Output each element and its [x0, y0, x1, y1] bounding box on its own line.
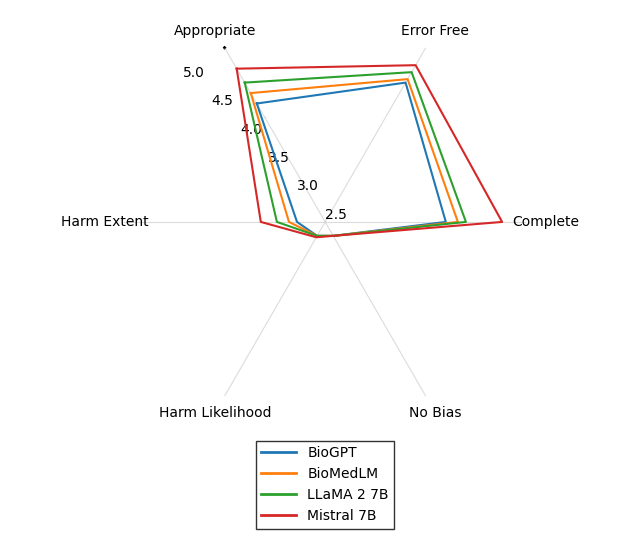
LLaMA 2 7B: [408, 69, 415, 76]
BioGPT: [442, 218, 450, 225]
LLaMA 2 7B: [241, 79, 248, 86]
Mistral 7B: [233, 65, 241, 72]
BioGPT: [253, 100, 260, 107]
BioMedLM: [404, 76, 412, 82]
LLaMA 2 7B: [273, 218, 281, 225]
BioMedLM: [285, 218, 292, 225]
BioGPT: [402, 79, 410, 86]
BioGPT: [313, 232, 321, 239]
BioGPT: [293, 218, 301, 225]
BioGPT: [330, 232, 337, 239]
BioMedLM: [247, 90, 255, 96]
Line: BioMedLM: BioMedLM: [251, 79, 458, 236]
Mistral 7B: [330, 232, 337, 239]
BioMedLM: [247, 90, 255, 96]
Mistral 7B: [233, 65, 241, 72]
Line: LLaMA 2 7B: LLaMA 2 7B: [244, 72, 466, 236]
LLaMA 2 7B: [330, 232, 337, 239]
LLaMA 2 7B: [241, 79, 248, 86]
BioMedLM: [330, 232, 337, 239]
Mistral 7B: [412, 62, 419, 69]
Mistral 7B: [257, 218, 265, 225]
LLaMA 2 7B: [462, 218, 470, 225]
Legend: BioGPT, BioMedLM, LLaMA 2 7B, Mistral 7B: BioGPT, BioMedLM, LLaMA 2 7B, Mistral 7B: [256, 441, 394, 529]
BioMedLM: [454, 218, 461, 225]
BioMedLM: [313, 232, 321, 239]
LLaMA 2 7B: [313, 232, 321, 239]
BioGPT: [253, 100, 260, 107]
Line: Mistral 7B: Mistral 7B: [237, 65, 502, 237]
Mistral 7B: [499, 218, 506, 225]
Line: BioGPT: BioGPT: [257, 82, 446, 236]
Mistral 7B: [312, 234, 320, 241]
